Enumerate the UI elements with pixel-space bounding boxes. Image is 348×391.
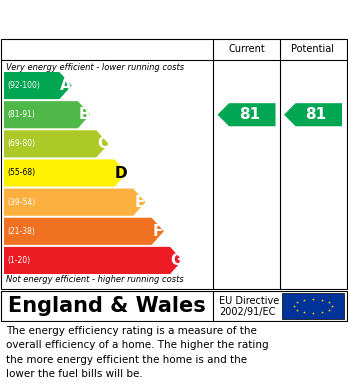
Text: G: G	[170, 253, 182, 268]
Text: Potential: Potential	[292, 45, 334, 54]
Text: 81: 81	[239, 107, 260, 122]
Text: England & Wales: England & Wales	[8, 296, 206, 316]
Text: (92-100): (92-100)	[7, 81, 40, 90]
Text: EU Directive: EU Directive	[219, 296, 279, 306]
Text: Current: Current	[228, 45, 265, 54]
Text: (1-20): (1-20)	[7, 256, 30, 265]
Text: Very energy efficient - lower running costs: Very energy efficient - lower running co…	[6, 63, 184, 72]
Polygon shape	[284, 103, 342, 126]
Polygon shape	[4, 72, 72, 99]
Polygon shape	[218, 103, 276, 126]
Text: B: B	[78, 107, 90, 122]
Text: (39-54): (39-54)	[7, 197, 35, 206]
Text: F: F	[153, 224, 163, 239]
Text: A: A	[60, 78, 71, 93]
Text: E: E	[134, 195, 144, 210]
Text: D: D	[114, 165, 127, 181]
Text: (55-68): (55-68)	[7, 169, 35, 178]
Text: (21-38): (21-38)	[7, 227, 35, 236]
Polygon shape	[4, 247, 182, 274]
Text: C: C	[97, 136, 108, 151]
Text: 81: 81	[306, 107, 326, 122]
Text: Not energy efficient - higher running costs: Not energy efficient - higher running co…	[6, 276, 184, 285]
Polygon shape	[4, 160, 127, 187]
Text: (81-91): (81-91)	[7, 110, 35, 119]
Bar	[282, 293, 344, 319]
Text: The energy efficiency rating is a measure of the
overall efficiency of a home. T: The energy efficiency rating is a measur…	[6, 326, 269, 379]
Text: 2002/91/EC: 2002/91/EC	[219, 307, 275, 317]
Polygon shape	[4, 218, 164, 245]
Text: (69-80): (69-80)	[7, 139, 35, 148]
Polygon shape	[4, 101, 90, 128]
Polygon shape	[4, 188, 145, 216]
Polygon shape	[4, 130, 109, 158]
Text: Energy Efficiency Rating: Energy Efficiency Rating	[10, 10, 239, 28]
